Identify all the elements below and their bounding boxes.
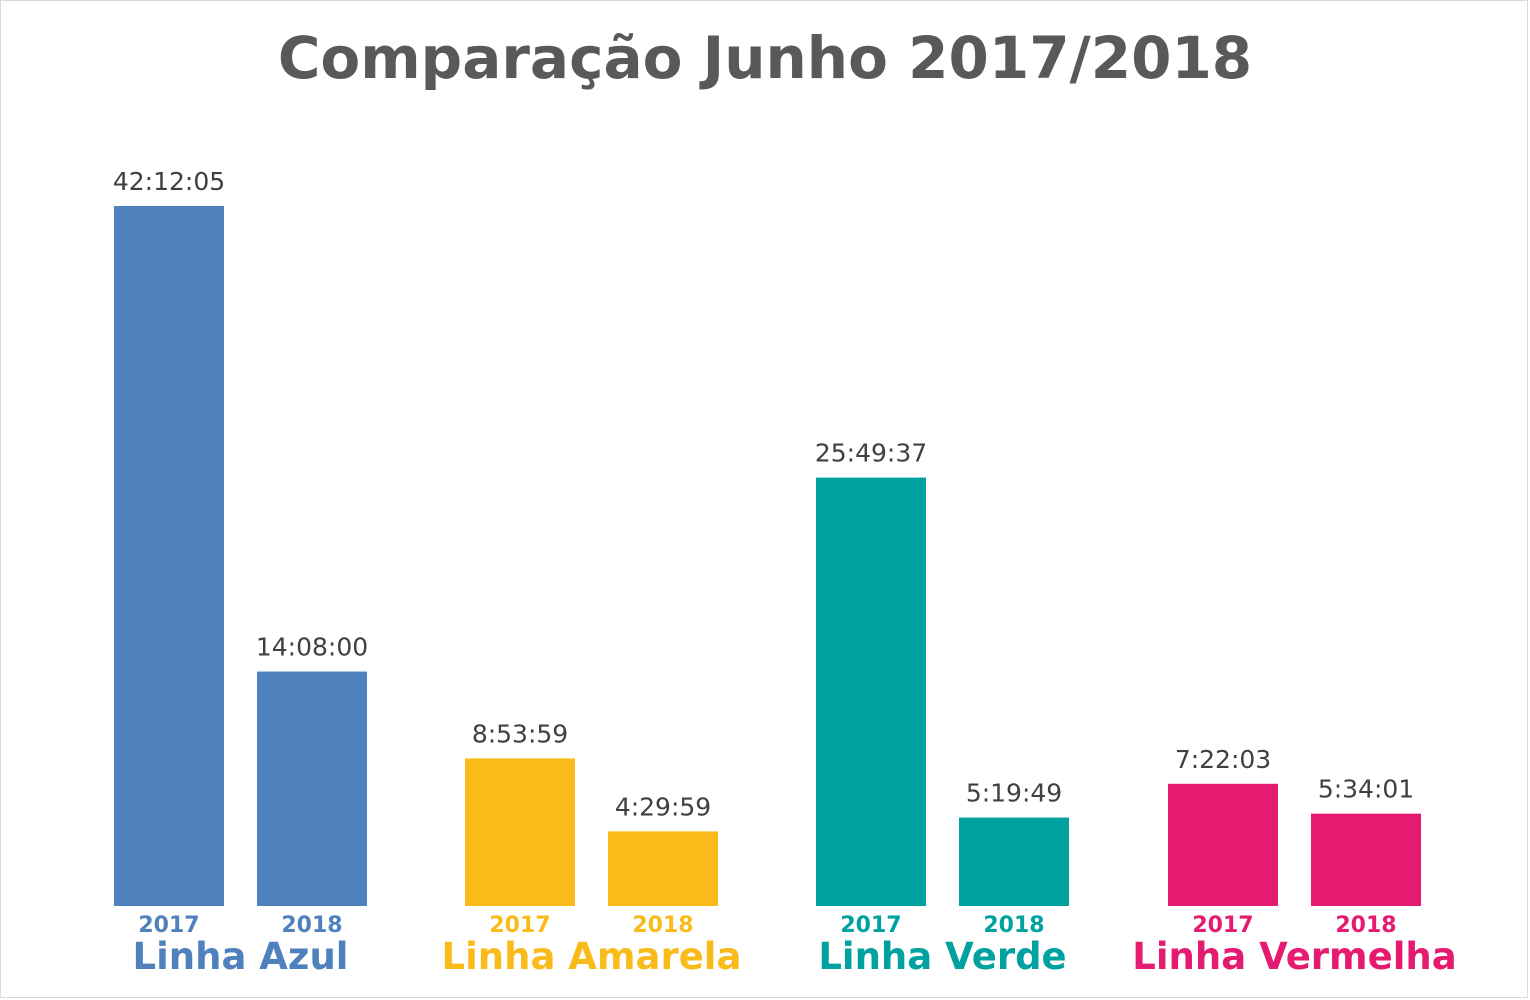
bar-linha-vermelha-2018 (1311, 813, 1421, 906)
group-label-linha-vermelha: Linha Vermelha (1132, 935, 1456, 978)
group-label-linha-amarela: Linha Amarela (442, 935, 742, 978)
data-label-linha-amarela-2018: 4:29:59 (615, 792, 711, 821)
data-label-linha-vermelha-2018: 5:34:01 (1318, 775, 1414, 804)
data-label-linha-amarela-2017: 8:53:59 (472, 719, 568, 748)
year-tick-label-linha-vermelha-2018: 2018 (1335, 913, 1396, 938)
bar-linha-amarela-2017 (465, 758, 575, 906)
bar-linha-vermelha-2017 (1168, 783, 1278, 906)
chart-title: Comparação Junho 2017/2018 (278, 24, 1252, 92)
bar-linha-verde-2018 (959, 817, 1069, 906)
data-label-linha-verde-2017: 25:49:37 (815, 439, 927, 468)
bar-linha-azul-2017 (114, 205, 224, 906)
year-tick-label-linha-vermelha-2017: 2017 (1192, 913, 1253, 938)
bar-linha-verde-2017 (816, 477, 926, 906)
bar-linha-amarela-2018 (608, 831, 718, 906)
group-label-linha-verde: Linha Verde (818, 935, 1066, 978)
year-tick-label-linha-amarela-2017: 2017 (489, 913, 550, 938)
year-tick-label-linha-verde-2017: 2017 (840, 913, 901, 938)
data-label-linha-vermelha-2017: 7:22:03 (1175, 745, 1271, 774)
data-label-linha-verde-2018: 5:19:49 (966, 779, 1062, 808)
year-tick-label-linha-azul-2017: 2017 (138, 913, 199, 938)
group-label-linha-azul: Linha Azul (133, 935, 349, 978)
data-label-linha-azul-2018: 14:08:00 (256, 633, 368, 662)
year-tick-label-linha-azul-2018: 2018 (281, 913, 342, 938)
bar-linha-azul-2018 (257, 671, 367, 906)
year-tick-label-linha-amarela-2018: 2018 (632, 913, 693, 938)
year-tick-label-linha-verde-2018: 2018 (983, 913, 1044, 938)
data-label-linha-azul-2017: 42:12:05 (113, 167, 225, 196)
